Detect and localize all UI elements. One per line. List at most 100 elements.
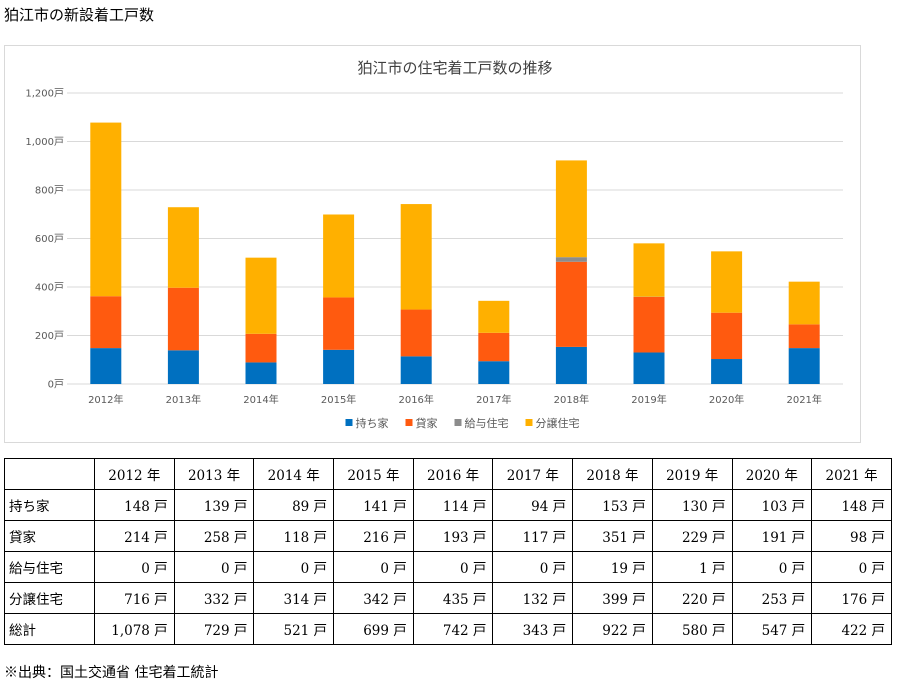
- table-cell: 342 戸: [333, 582, 414, 614]
- bar-segment-1: [245, 362, 277, 384]
- table-cell: 216 戸: [333, 520, 414, 552]
- table-cell: 332 戸: [173, 582, 255, 614]
- table-row-label: 貸家: [4, 520, 95, 552]
- y-tick-label: 0戸: [48, 379, 64, 391]
- table-cell: 922 戸: [572, 613, 653, 645]
- x-tick-label: 2012年: [88, 393, 123, 406]
- bar-segment-2: [167, 287, 199, 351]
- bar-segment-2: [633, 296, 665, 353]
- table-cell: 148 戸: [811, 489, 892, 521]
- x-tick-label: 2018年: [554, 393, 589, 406]
- table-row-label: 給与住宅: [4, 551, 95, 583]
- table-cell: 141 戸: [333, 489, 414, 521]
- bar-segment-1: [711, 359, 743, 384]
- x-tick-label: 2017年: [476, 393, 511, 406]
- table-cell: 19 戸: [572, 551, 653, 583]
- x-tick-label: 2015年: [321, 393, 356, 406]
- table-row: 持ち家 148 戸 139 戸 89 戸 141 戸 114 戸 94 戸 153 戸 130 …: [4, 489, 892, 521]
- table-header-cell: 2020 年: [731, 458, 813, 490]
- table-cell: 258 戸: [173, 520, 255, 552]
- bar-segment-4: [478, 300, 510, 333]
- table-cell: 176 戸: [811, 582, 892, 614]
- legend-label: 持ち家: [356, 416, 389, 430]
- bar-segment-2: [711, 312, 743, 360]
- bar-segment-2: [478, 332, 510, 362]
- table-header-cell: 2016 年: [412, 458, 494, 490]
- chart-panel: 狛江市の住宅着工戸数の推移 0戸 200戸 400戸 600戸 800戸 1,000戸 1,2…: [4, 45, 861, 443]
- legend-swatch: [454, 419, 462, 426]
- table-cell: 148 戸: [94, 489, 175, 521]
- bar-segment-2: [400, 309, 432, 357]
- table-cell: 521 戸: [253, 613, 335, 645]
- legend-label: 分譲住宅: [536, 416, 580, 430]
- bar-segment-1: [400, 356, 432, 384]
- bar-segment-4: [167, 207, 199, 288]
- table-cell: 314 戸: [253, 582, 335, 614]
- table-cell: 1,078 戸: [94, 613, 175, 645]
- table-cell: 0 戸: [333, 551, 414, 583]
- table-cell: 117 戸: [492, 520, 574, 552]
- table-header-cell: 2019 年: [651, 458, 733, 490]
- bar-segment-2: [245, 333, 277, 363]
- legend-swatch: [345, 419, 353, 426]
- bar-segment-4: [788, 281, 820, 325]
- table-header-cell: 2012 年: [94, 458, 175, 490]
- legend-swatch: [525, 419, 533, 426]
- table-header-cell: [4, 458, 95, 490]
- table-cell: 229 戸: [651, 520, 733, 552]
- bar-segment-4: [555, 160, 587, 258]
- table-cell: 139 戸: [173, 489, 255, 521]
- y-tick-label: 400戸: [35, 282, 64, 294]
- bar-segment-4: [711, 251, 743, 313]
- table-cell: 580 戸: [651, 613, 733, 645]
- y-tick-label: 200戸: [35, 330, 64, 342]
- table-cell: 94 戸: [492, 489, 574, 521]
- table-cell: 742 戸: [412, 613, 494, 645]
- x-tick-label: 2019年: [631, 393, 666, 406]
- bar-segment-4: [245, 257, 277, 334]
- x-tick-label: 2020年: [709, 393, 744, 406]
- table-cell: 98 戸: [811, 520, 892, 552]
- table-cell: 729 戸: [173, 613, 255, 645]
- y-tick-label: 1,200戸: [25, 88, 64, 100]
- x-tick-label: 2013年: [166, 393, 201, 406]
- table-cell: 220 戸: [651, 582, 733, 614]
- bar-segment-1: [90, 348, 122, 384]
- stacked-bar-chart: 狛江市の住宅着工戸数の推移 0戸 200戸 400戸 600戸 800戸 1,000戸 1,2…: [25, 59, 843, 430]
- table-cell: 716 戸: [94, 582, 175, 614]
- table-cell: 399 戸: [572, 582, 653, 614]
- table-header-cell: 2014 年: [253, 458, 335, 490]
- table-cell: 0 戸: [94, 551, 175, 583]
- table-cell: 699 戸: [333, 613, 414, 645]
- table-cell: 547 戸: [731, 613, 813, 645]
- table-cell: 0 戸: [811, 551, 892, 583]
- bar-segment-1: [167, 350, 199, 384]
- table-cell: 103 戸: [731, 489, 813, 521]
- table-header-cell: 2015 年: [333, 458, 414, 490]
- table-cell: 1 戸: [651, 551, 733, 583]
- bar-segment-2: [323, 297, 355, 350]
- chart-title: 狛江市の住宅着工戸数の推移: [357, 59, 552, 77]
- table-cell: 89 戸: [253, 489, 335, 521]
- table-cell: 153 戸: [572, 489, 653, 521]
- bar-segment-2: [90, 296, 122, 349]
- table-cell: 0 戸: [173, 551, 255, 583]
- table-cell: 435 戸: [412, 582, 494, 614]
- table-header-row: 2012 年 2013 年 2014 年 2015 年 2016 年 2017 …: [4, 458, 892, 490]
- bar-segment-3: [555, 257, 587, 262]
- x-tick-label: 2021年: [786, 393, 821, 406]
- y-tick-label: 600戸: [35, 233, 64, 245]
- table-row-label: 分譲住宅: [4, 582, 95, 614]
- y-tick-label: 800戸: [35, 185, 64, 197]
- table-cell: 193 戸: [412, 520, 494, 552]
- table-cell: 114 戸: [412, 489, 494, 521]
- bar-segment-1: [788, 348, 820, 384]
- table-cell: 0 戸: [253, 551, 335, 583]
- table-cell: 422 戸: [811, 613, 892, 645]
- table-header-cell: 2021 年: [811, 458, 892, 490]
- bar-segment-4: [400, 204, 432, 310]
- table-header-cell: 2017 年: [492, 458, 574, 490]
